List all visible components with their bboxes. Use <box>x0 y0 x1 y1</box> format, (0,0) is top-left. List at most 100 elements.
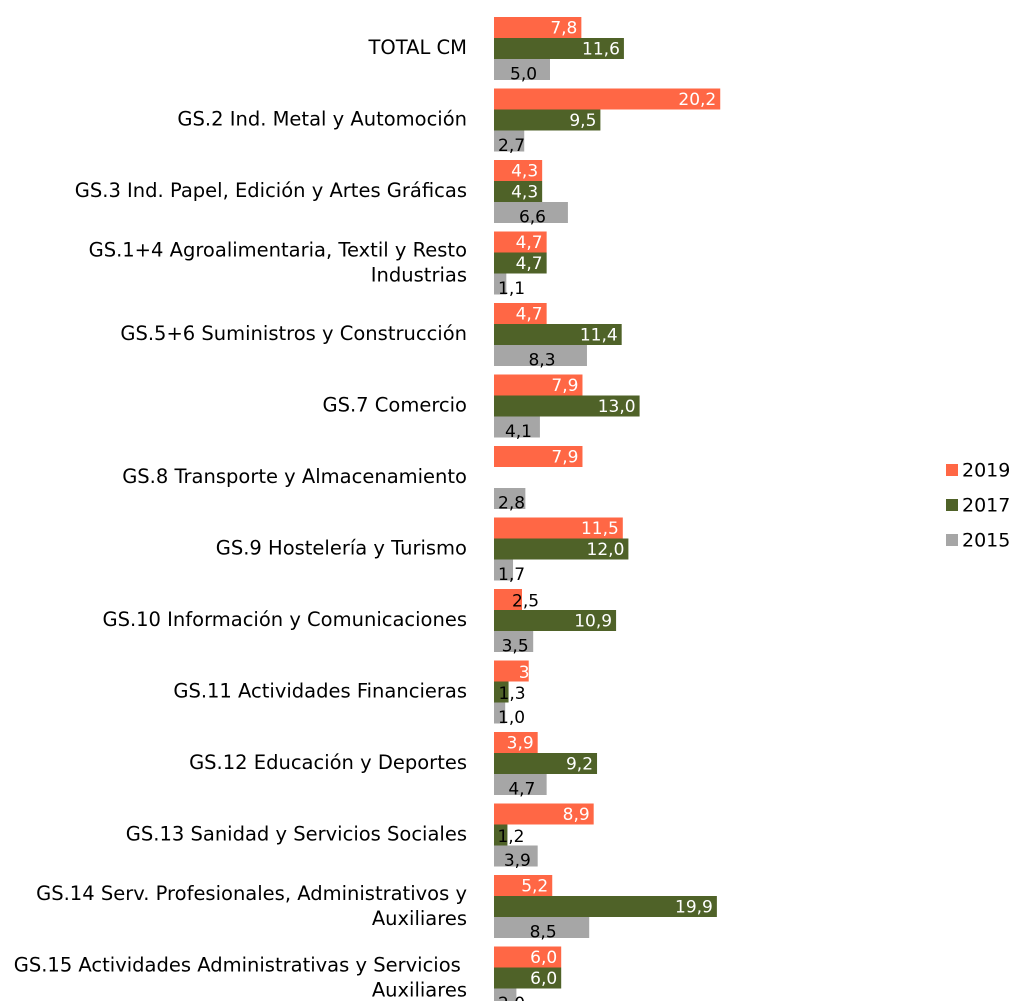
bar <box>494 231 547 253</box>
category-label-line: Auxiliares <box>372 907 467 930</box>
category-label: GS.11 Actividades Financieras <box>173 680 467 703</box>
category-label: GS.13 Sanidad y Servicios Sociales <box>126 823 467 846</box>
bar <box>494 488 526 509</box>
bar <box>494 917 590 938</box>
value-label: 11,6 <box>582 40 620 60</box>
bar <box>494 324 622 345</box>
value-label: 1,0 <box>498 708 525 728</box>
bar <box>494 17 582 38</box>
bar <box>494 845 538 867</box>
bar <box>494 273 507 295</box>
value-label: 19,9 <box>675 898 713 918</box>
bar <box>494 774 547 795</box>
bar <box>494 988 517 1001</box>
value-label: 4,3 <box>511 183 538 203</box>
category-label-line: Industrias <box>371 263 467 286</box>
bar <box>494 946 562 968</box>
value-label: 3,9 <box>507 734 534 754</box>
value-label: 6,6 <box>519 208 546 228</box>
value-label: 9,5 <box>569 111 596 131</box>
value-label: 7,8 <box>550 19 577 39</box>
legend-swatch <box>946 464 958 476</box>
value-label: 11,5 <box>581 519 619 539</box>
legend-label: 2017 <box>962 495 1010 517</box>
category-label: GS.7 Comercio <box>323 394 468 417</box>
value-label: 10,9 <box>574 612 612 632</box>
bar <box>494 896 717 917</box>
category-label: GS.9 Hostelería y Turismo <box>216 537 467 560</box>
value-label: 8,3 <box>528 351 555 371</box>
value-label: 2,7 <box>498 136 525 156</box>
value-label: 8,9 <box>563 805 590 825</box>
value-label: 8,5 <box>530 923 557 943</box>
bar <box>494 345 587 366</box>
value-label: 5,0 <box>510 65 537 85</box>
value-label: 4,7 <box>516 305 543 325</box>
category-label: GS.8 Transporte y Almacenamiento <box>122 465 467 488</box>
bar <box>494 559 514 581</box>
category-label: GS.5+6 Suministros y Construcción <box>120 322 467 345</box>
value-label: 5,2 <box>521 877 548 897</box>
bar <box>494 803 594 825</box>
legend-label: 2019 <box>962 460 1010 482</box>
category-label: GS.1+4 Agroalimentaria, Textil y Resto In… <box>89 238 467 286</box>
value-label: 1,3 <box>499 684 526 704</box>
value-label: 1,7 <box>498 565 525 585</box>
value-label: 13,0 <box>598 397 636 417</box>
value-label: 1,1 <box>498 279 525 299</box>
value-label: 4,7 <box>516 254 543 274</box>
bar <box>494 202 568 223</box>
value-label: 7,9 <box>551 376 578 396</box>
bar <box>494 538 629 560</box>
bar <box>494 160 543 181</box>
bar <box>494 59 550 80</box>
value-label: 3,5 <box>502 637 529 657</box>
value-label: 1,2 <box>497 827 524 847</box>
value-label: 3,1 <box>519 663 546 683</box>
category-label: GS.14 Serv. Profesionales, Administrativ… <box>36 882 467 930</box>
category-label: GS.10 Información y Comunicaciones <box>102 608 467 631</box>
category-label-line: Auxiliares <box>372 978 467 1001</box>
legend-swatch <box>946 499 958 511</box>
bar <box>494 753 598 774</box>
value-label: 6,0 <box>530 969 557 989</box>
category-label: GS.12 Educación y Deportes <box>189 751 467 774</box>
bar <box>494 875 553 896</box>
category-label: GS.3 Ind. Papel, Edición y Artes Gráfica… <box>75 179 467 202</box>
value-label: 6,0 <box>530 948 557 968</box>
category-label: GS.15 Actividades Administrativas y Serv… <box>14 953 467 1001</box>
legend-swatch <box>946 534 958 546</box>
category-label-line: GS.15 Actividades Administrativas y Serv… <box>14 953 467 976</box>
bar <box>494 88 721 110</box>
bar <box>494 610 617 631</box>
bar <box>494 732 538 753</box>
category-label-line: GS.1+4 Agroalimentaria, Textil y Resto <box>89 238 467 261</box>
category-label-line: GS.14 Serv. Profesionales, Administrativ… <box>36 882 467 905</box>
bar <box>494 824 508 846</box>
legend-label: 2015 <box>962 530 1010 552</box>
value-label: 4,7 <box>508 780 535 800</box>
bar <box>494 252 547 274</box>
bar <box>494 130 525 152</box>
bar <box>494 416 540 438</box>
bar <box>494 38 624 59</box>
category-label: GS.2 Ind. Metal y Automoción <box>177 108 467 131</box>
value-label: 12,0 <box>587 540 625 560</box>
bar <box>494 446 583 467</box>
bar <box>494 631 534 652</box>
value-label: 7,9 <box>551 448 578 468</box>
bar <box>494 517 623 539</box>
category-label: TOTAL CM <box>368 36 468 59</box>
value-label: 2,0 <box>498 994 525 1001</box>
bar <box>494 967 562 989</box>
bar <box>494 395 640 417</box>
bar <box>494 681 509 703</box>
value-label: 2,8 <box>498 494 525 514</box>
bar <box>494 702 506 724</box>
bar <box>494 109 601 131</box>
value-label: 4,3 <box>511 162 538 182</box>
value-label: 11,4 <box>580 326 618 346</box>
value-label: 4,1 <box>505 422 532 442</box>
value-label: 20,2 <box>678 90 716 110</box>
